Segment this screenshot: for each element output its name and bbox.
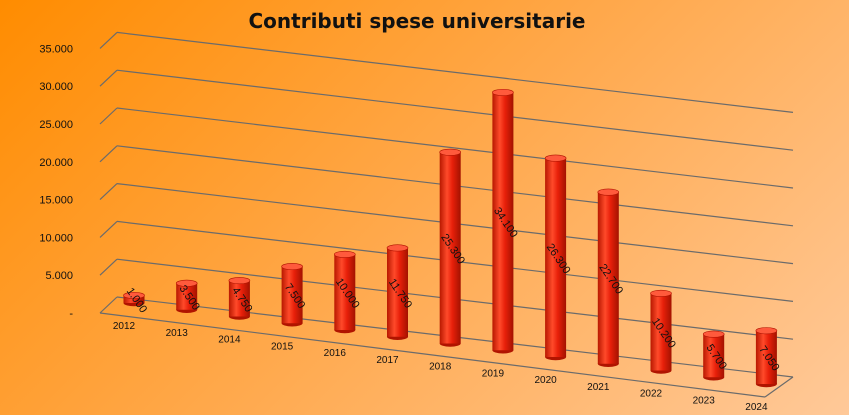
y-tick-label: 15.000 — [39, 195, 73, 207]
gridline-side — [99, 296, 118, 314]
gridline — [116, 107, 794, 189]
bar-top — [281, 263, 303, 271]
bar-top — [650, 289, 672, 297]
x-tick-label: 2020 — [534, 375, 557, 386]
bar-top — [333, 250, 356, 258]
gridline — [116, 31, 794, 113]
bar-top — [439, 148, 462, 156]
bar-top — [702, 330, 725, 338]
bar-top — [544, 154, 567, 162]
y-tick-label: - — [69, 308, 73, 320]
bar-2022 — [650, 289, 672, 374]
bar-top — [175, 279, 198, 287]
x-tick-label: 2018 — [429, 362, 452, 373]
bar-body — [703, 334, 725, 378]
bar-top — [755, 327, 778, 335]
bar-2015 — [281, 263, 303, 327]
gridline-side — [99, 220, 118, 238]
bar-2024 — [755, 327, 778, 388]
bar-top — [123, 291, 145, 299]
bar-body — [755, 330, 777, 384]
bar-body — [123, 295, 145, 303]
y-tick-label: 10.000 — [39, 232, 73, 244]
bar-2018 — [439, 148, 462, 347]
gridline-side — [99, 145, 118, 163]
x-tick-label: 2016 — [324, 348, 347, 359]
y-tick-label: 30.000 — [39, 81, 73, 93]
x-tick-label: 2021 — [587, 382, 610, 393]
bar-body — [439, 152, 461, 344]
bar-body — [176, 283, 198, 310]
x-tick-label: 2014 — [218, 335, 241, 346]
x-tick-label: 2015 — [271, 341, 294, 352]
gridline-side — [99, 258, 118, 276]
bar-2013 — [175, 279, 198, 313]
x-tick-label: 2017 — [376, 355, 399, 366]
x-tick-label: 2023 — [693, 395, 716, 406]
gridline-side — [99, 183, 118, 201]
gridline-side — [99, 69, 118, 87]
x-tick-label: 2019 — [482, 368, 505, 379]
bar-body — [228, 280, 250, 317]
bars-layer — [123, 88, 778, 388]
bar-body — [492, 92, 514, 351]
chart-title: Contributi spese universitarie — [249, 9, 586, 33]
y-tick-label: 25.000 — [39, 119, 73, 131]
bar-2020 — [544, 154, 567, 361]
x-tick-label: 2024 — [745, 402, 768, 413]
x-tick-label: 2022 — [640, 389, 663, 400]
bar-top — [597, 188, 620, 196]
floor-front-edge — [99, 312, 766, 398]
bar-body — [650, 293, 672, 371]
gridline-side — [99, 107, 118, 125]
bar-top — [386, 244, 409, 252]
floor-right-edge — [764, 376, 794, 398]
x-tick-label: 2013 — [166, 328, 189, 339]
bar-top — [492, 88, 514, 96]
bar-2012 — [123, 291, 145, 307]
y-tick-label: 35.000 — [39, 43, 73, 55]
bar-2021 — [597, 188, 620, 367]
bar-body — [545, 158, 567, 357]
bar-body — [281, 266, 303, 324]
y-tick-label: 20.000 — [39, 157, 73, 169]
bar-2014 — [228, 277, 251, 320]
bar-body — [387, 247, 408, 337]
bar-2017 — [386, 244, 409, 340]
gridline-side — [99, 31, 118, 49]
bar-body — [597, 192, 619, 364]
bar-2023 — [702, 330, 725, 381]
gridline — [116, 69, 794, 151]
x-tick-label: 2012 — [113, 321, 136, 332]
grid-layer: - 5.000 10.000 15.000 20.000 25.000 30.000 35.0… — [39, 31, 794, 398]
bar-top — [228, 277, 251, 285]
bar-body — [334, 254, 356, 330]
bar-2019 — [492, 88, 514, 354]
y-tick-label: 5.000 — [45, 270, 73, 282]
bar-2016 — [333, 250, 356, 334]
